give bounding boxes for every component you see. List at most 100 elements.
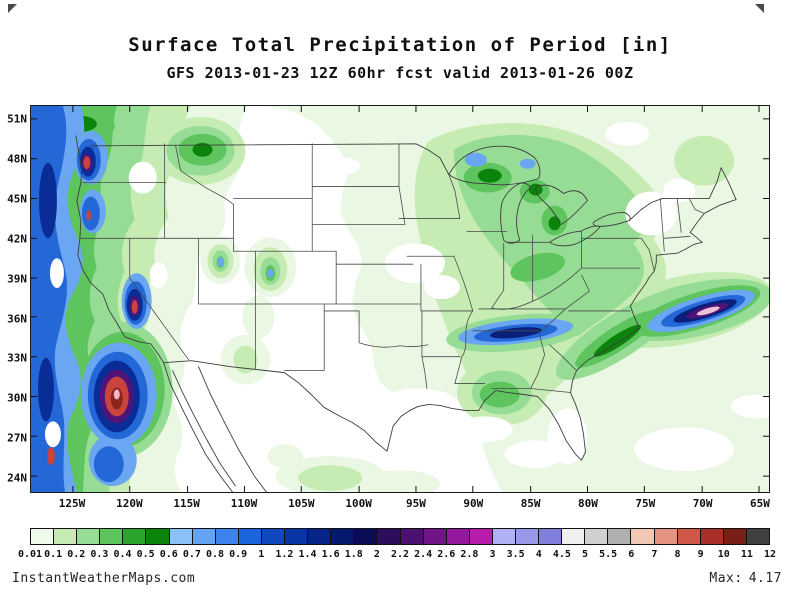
map-title: Surface Total Precipitation of Period [i… — [128, 34, 672, 56]
colorbar-cell-2.2 — [400, 529, 424, 544]
colorbar-tick-0.1: 0.1 — [44, 549, 63, 560]
colorbar-cell-1 — [261, 529, 286, 544]
colorbar-cell-2.6 — [446, 529, 470, 544]
max-label: Max: — [709, 571, 743, 586]
lat-label-27N: 27N — [7, 431, 27, 445]
colorbar-cell-0.3 — [100, 529, 124, 544]
colorbar-tick-7: 7 — [651, 549, 658, 560]
colorbar-cell-2.8 — [469, 529, 493, 544]
colorbar-cell-1.4 — [308, 529, 332, 544]
footer: InstantWeatherMaps.com Max: 4.17 — [12, 571, 782, 586]
state-borders — [79, 143, 705, 393]
colorbar-cell-9 — [700, 529, 724, 544]
colorbar-tick-4: 4 — [535, 549, 542, 560]
colorbar-tick-0.7: 0.7 — [182, 549, 201, 560]
colorbar-cell-3.5 — [515, 529, 540, 544]
lon-axis: 125W 120W 115W 110W 105W 100W 95W 90W 85W 80W 75W 7… — [30, 497, 770, 511]
colorbar-cell-8 — [677, 529, 701, 544]
colorbar-tick-1.8: 1.8 — [344, 549, 363, 560]
colorbar-tick-12: 12 — [763, 549, 777, 560]
colorbar-tick-0.4: 0.4 — [113, 549, 132, 560]
colorbar-cell-0.6 — [169, 529, 193, 544]
colorbar-tick-10: 10 — [717, 549, 730, 560]
colorbar-tick-0.9: 0.9 — [229, 549, 248, 560]
colorbar-tick-1: 1 — [258, 549, 265, 560]
lon-label-125W: 125W — [58, 497, 86, 510]
map-graphic — [31, 106, 769, 492]
site-credit: InstantWeatherMaps.com — [12, 571, 196, 586]
lat-label-36N: 36N — [7, 312, 27, 325]
color-scale-ticks: 0.01 0.1 0.2 0.3 0.4 0.5 0.6 0.7 0.8 0.9 1 1.2 1.4 1.… — [18, 549, 776, 561]
colorbar-cell-11 — [746, 529, 769, 544]
colorbar-cell-0.9 — [238, 529, 262, 544]
colorbar-tick-1.2: 1.2 — [275, 549, 294, 560]
colorbar-cell-7 — [654, 529, 678, 544]
colorbar-cell-0.8 — [215, 529, 239, 544]
lon-label-70W: 70W — [692, 497, 713, 510]
colorbar-cell-2.4 — [423, 529, 447, 544]
corner-mark-left — [8, 4, 17, 13]
lat-label-30N: 30N — [7, 391, 27, 405]
colorbar-tick-0.6: 0.6 — [159, 549, 178, 560]
colorbar-cell-4.5 — [562, 529, 586, 544]
colorbar-tick-6: 6 — [628, 549, 635, 560]
colorbar-tick-5.5: 5.5 — [599, 549, 618, 560]
colorbar-cell-0.1 — [54, 529, 78, 544]
colorbar-tick-2.2: 2.2 — [390, 549, 410, 560]
lat-label-48N: 48N — [7, 152, 27, 166]
colorbar-tick-2: 2 — [373, 549, 380, 560]
lon-label-80W: 80W — [578, 497, 598, 510]
colorbar-cell-5.5 — [608, 529, 632, 544]
corner-mark-right — [755, 4, 764, 13]
colorbar-cell-3 — [492, 529, 516, 544]
colorbar-tick-2.4: 2.4 — [414, 549, 433, 560]
colorbar-tick-3.5: 3.5 — [506, 549, 525, 560]
colorbar-tick-0.5: 0.5 — [136, 549, 155, 560]
colorbar-tick-9: 9 — [697, 549, 704, 560]
colorbar-tick-3: 3 — [489, 549, 496, 560]
colorbar-tick-0.2: 0.2 — [67, 549, 86, 560]
colorbar-cell-1.2 — [285, 529, 309, 544]
max-value-readout: Max: 4.17 — [703, 571, 782, 586]
color-scale-bar — [30, 528, 770, 545]
lon-label-100W: 100W — [345, 497, 372, 510]
axis-ticks — [31, 106, 769, 492]
colorbar-tick-5: 5 — [581, 549, 589, 560]
lon-label-90W: 90W — [463, 497, 484, 510]
lat-label-39N: 39N — [7, 272, 27, 286]
colorbar-cell-1.6 — [331, 529, 355, 544]
great-lakes-outlines — [448, 145, 631, 247]
colorbar-tick-4.5: 4.5 — [552, 549, 571, 560]
colorbar-cell-6 — [631, 529, 655, 544]
lat-label-33N: 33N — [7, 351, 27, 365]
colorbar-tick-2.6: 2.6 — [437, 549, 456, 560]
colorbar-cell-4 — [539, 529, 563, 544]
colorbar-cell-0.01 — [31, 529, 55, 544]
max-value: 4.17 — [748, 571, 782, 586]
colorbar-cell-0.7 — [192, 529, 216, 544]
colorbar-tick-0.3: 0.3 — [90, 549, 109, 560]
colorbar-cell-0.2 — [77, 529, 101, 544]
lat-label-51N: 51N — [7, 112, 27, 126]
colorbar-tick-2.8: 2.8 — [460, 549, 479, 560]
coastline-borders — [75, 135, 737, 492]
colorbar-tick-0.01: 0.01 — [17, 549, 43, 560]
colorbar-tick-1.4: 1.4 — [298, 549, 317, 560]
colorbar-cell-1.8 — [354, 529, 378, 544]
colorbar-tick-8: 8 — [674, 549, 681, 560]
colorbar-tick-1.6: 1.6 — [321, 549, 340, 560]
lon-label-65W: 65W — [750, 497, 770, 510]
lon-label-120W: 120W — [116, 497, 143, 510]
lat-label-24N: 24N — [7, 471, 27, 485]
colorbar-cell-0.4 — [123, 529, 147, 544]
precipitation-map: 51N 48N 45N 42N 39N 36N 33N 30N 27N 24N — [7, 105, 770, 493]
lon-label-85W: 85W — [520, 497, 541, 510]
lon-label-105W: 105W — [288, 497, 315, 510]
lon-label-110W: 110W — [230, 497, 258, 510]
colorbar-tick-11: 11 — [740, 549, 753, 560]
lat-label-45N: 45N — [7, 192, 27, 206]
colorbar-tick-0.8: 0.8 — [205, 549, 225, 560]
lon-label-95W: 95W — [406, 497, 426, 510]
colorbar-cell-10 — [723, 529, 747, 544]
